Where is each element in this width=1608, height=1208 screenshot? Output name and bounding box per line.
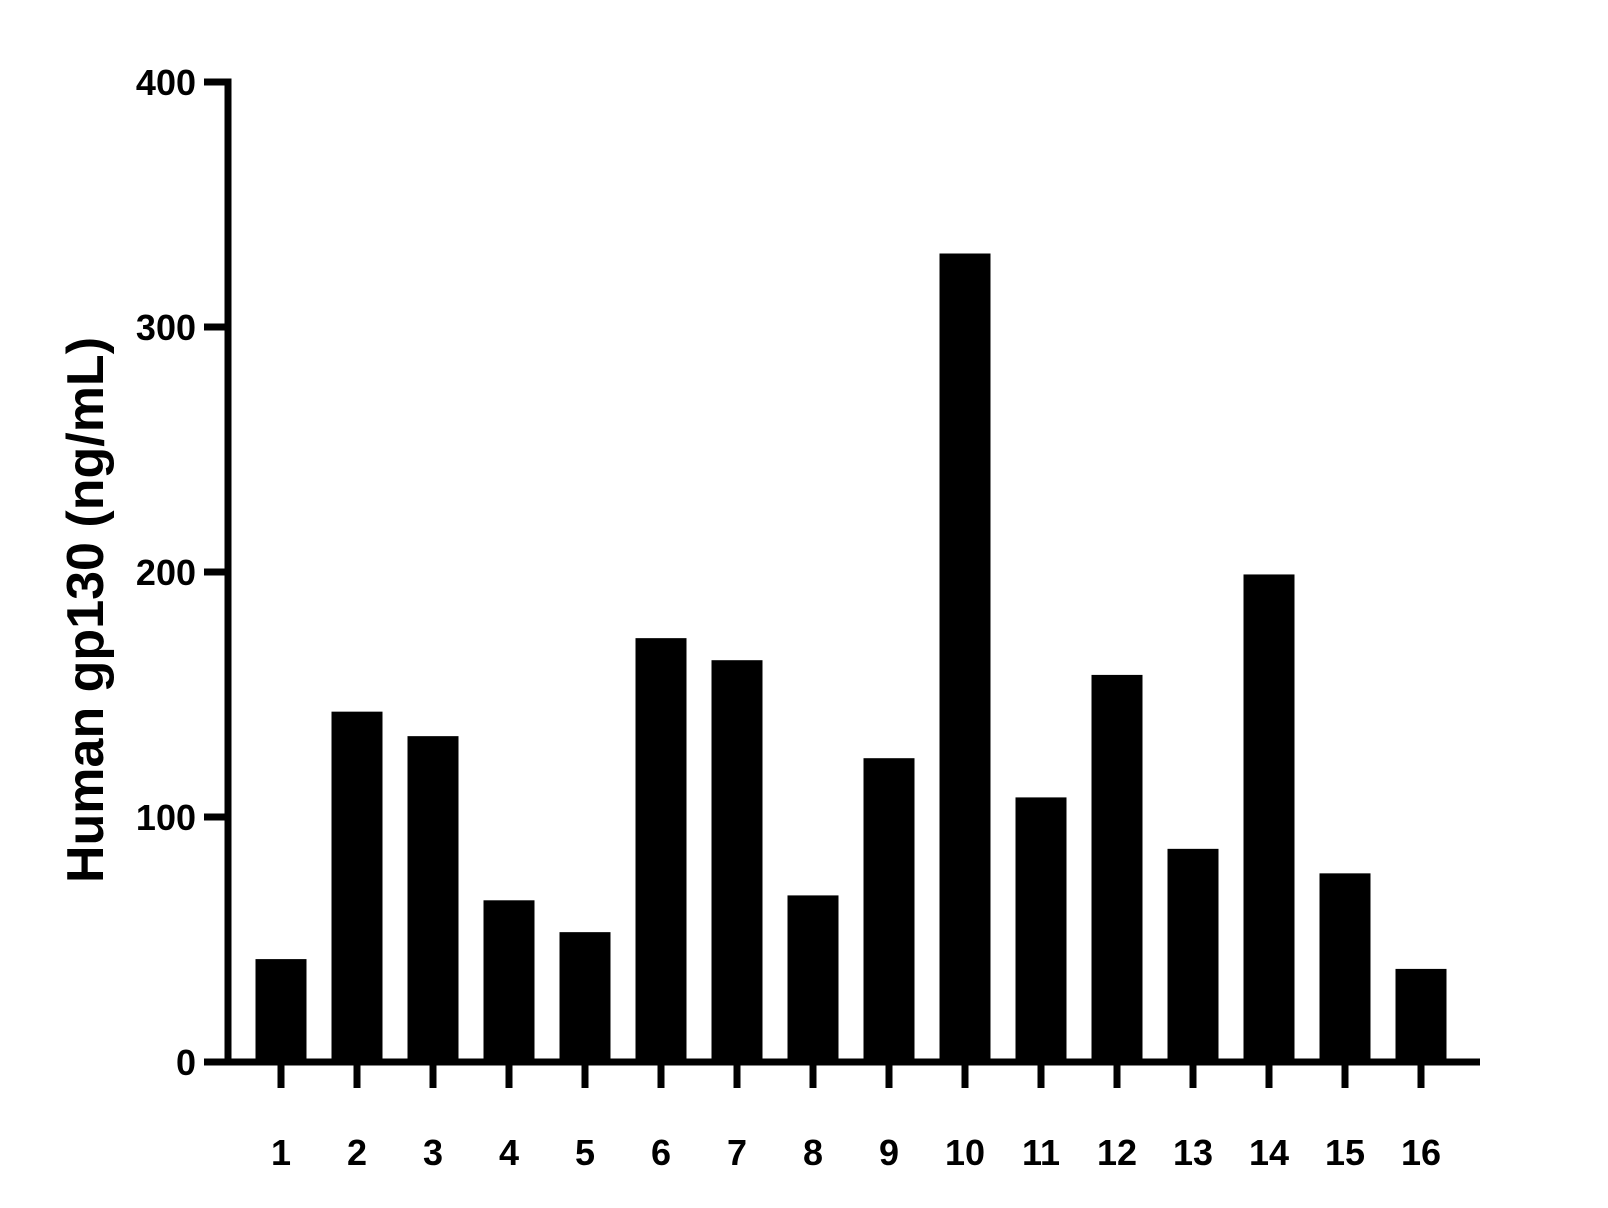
bar (635, 638, 687, 1062)
bar (331, 711, 383, 1062)
x-tick-label: 10 (945, 1132, 985, 1173)
x-tick-label: 6 (651, 1132, 671, 1173)
bar (711, 660, 763, 1062)
bar (559, 932, 611, 1062)
x-axis-ticks: 1 2 3 4 5 6 7 8 9 10 11 12 13 14 15 16 (271, 1062, 1441, 1173)
x-tick-label: 7 (727, 1132, 747, 1173)
bar (407, 736, 459, 1062)
x-tick-label: 16 (1401, 1132, 1441, 1173)
x-tick-label: 9 (879, 1132, 899, 1173)
bar (1243, 574, 1295, 1062)
bar (1319, 873, 1371, 1062)
x-tick-label: 1 (271, 1132, 291, 1173)
bar (863, 758, 915, 1062)
x-tick-label: 4 (499, 1132, 519, 1173)
bar (483, 900, 535, 1062)
x-tick-label: 3 (423, 1132, 443, 1173)
bar (939, 253, 991, 1062)
y-tick-label: 200 (136, 552, 196, 593)
x-tick-label: 2 (347, 1132, 367, 1173)
bar (255, 959, 307, 1062)
bar (787, 895, 839, 1062)
bar (1167, 848, 1219, 1062)
y-tick-label: 100 (136, 797, 196, 838)
x-tick-label: 11 (1022, 1132, 1060, 1173)
bar (1015, 797, 1067, 1062)
x-tick-label: 15 (1325, 1132, 1365, 1173)
x-tick-label: 14 (1249, 1132, 1289, 1173)
x-tick-label: 8 (803, 1132, 823, 1173)
bar (1395, 968, 1447, 1062)
x-tick-label: 13 (1173, 1132, 1213, 1173)
y-tick-label: 400 (136, 62, 196, 103)
y-tick-label: 0 (176, 1042, 196, 1083)
x-tick-label: 5 (575, 1132, 595, 1173)
bars (255, 253, 1447, 1062)
y-tick-label: 300 (136, 307, 196, 348)
x-tick-label: 12 (1097, 1132, 1137, 1173)
y-axis-label: Human gp130 (ng/mL) (57, 337, 115, 883)
y-axis-ticks: 0 100 200 300 400 (136, 62, 228, 1083)
bar (1091, 674, 1143, 1062)
